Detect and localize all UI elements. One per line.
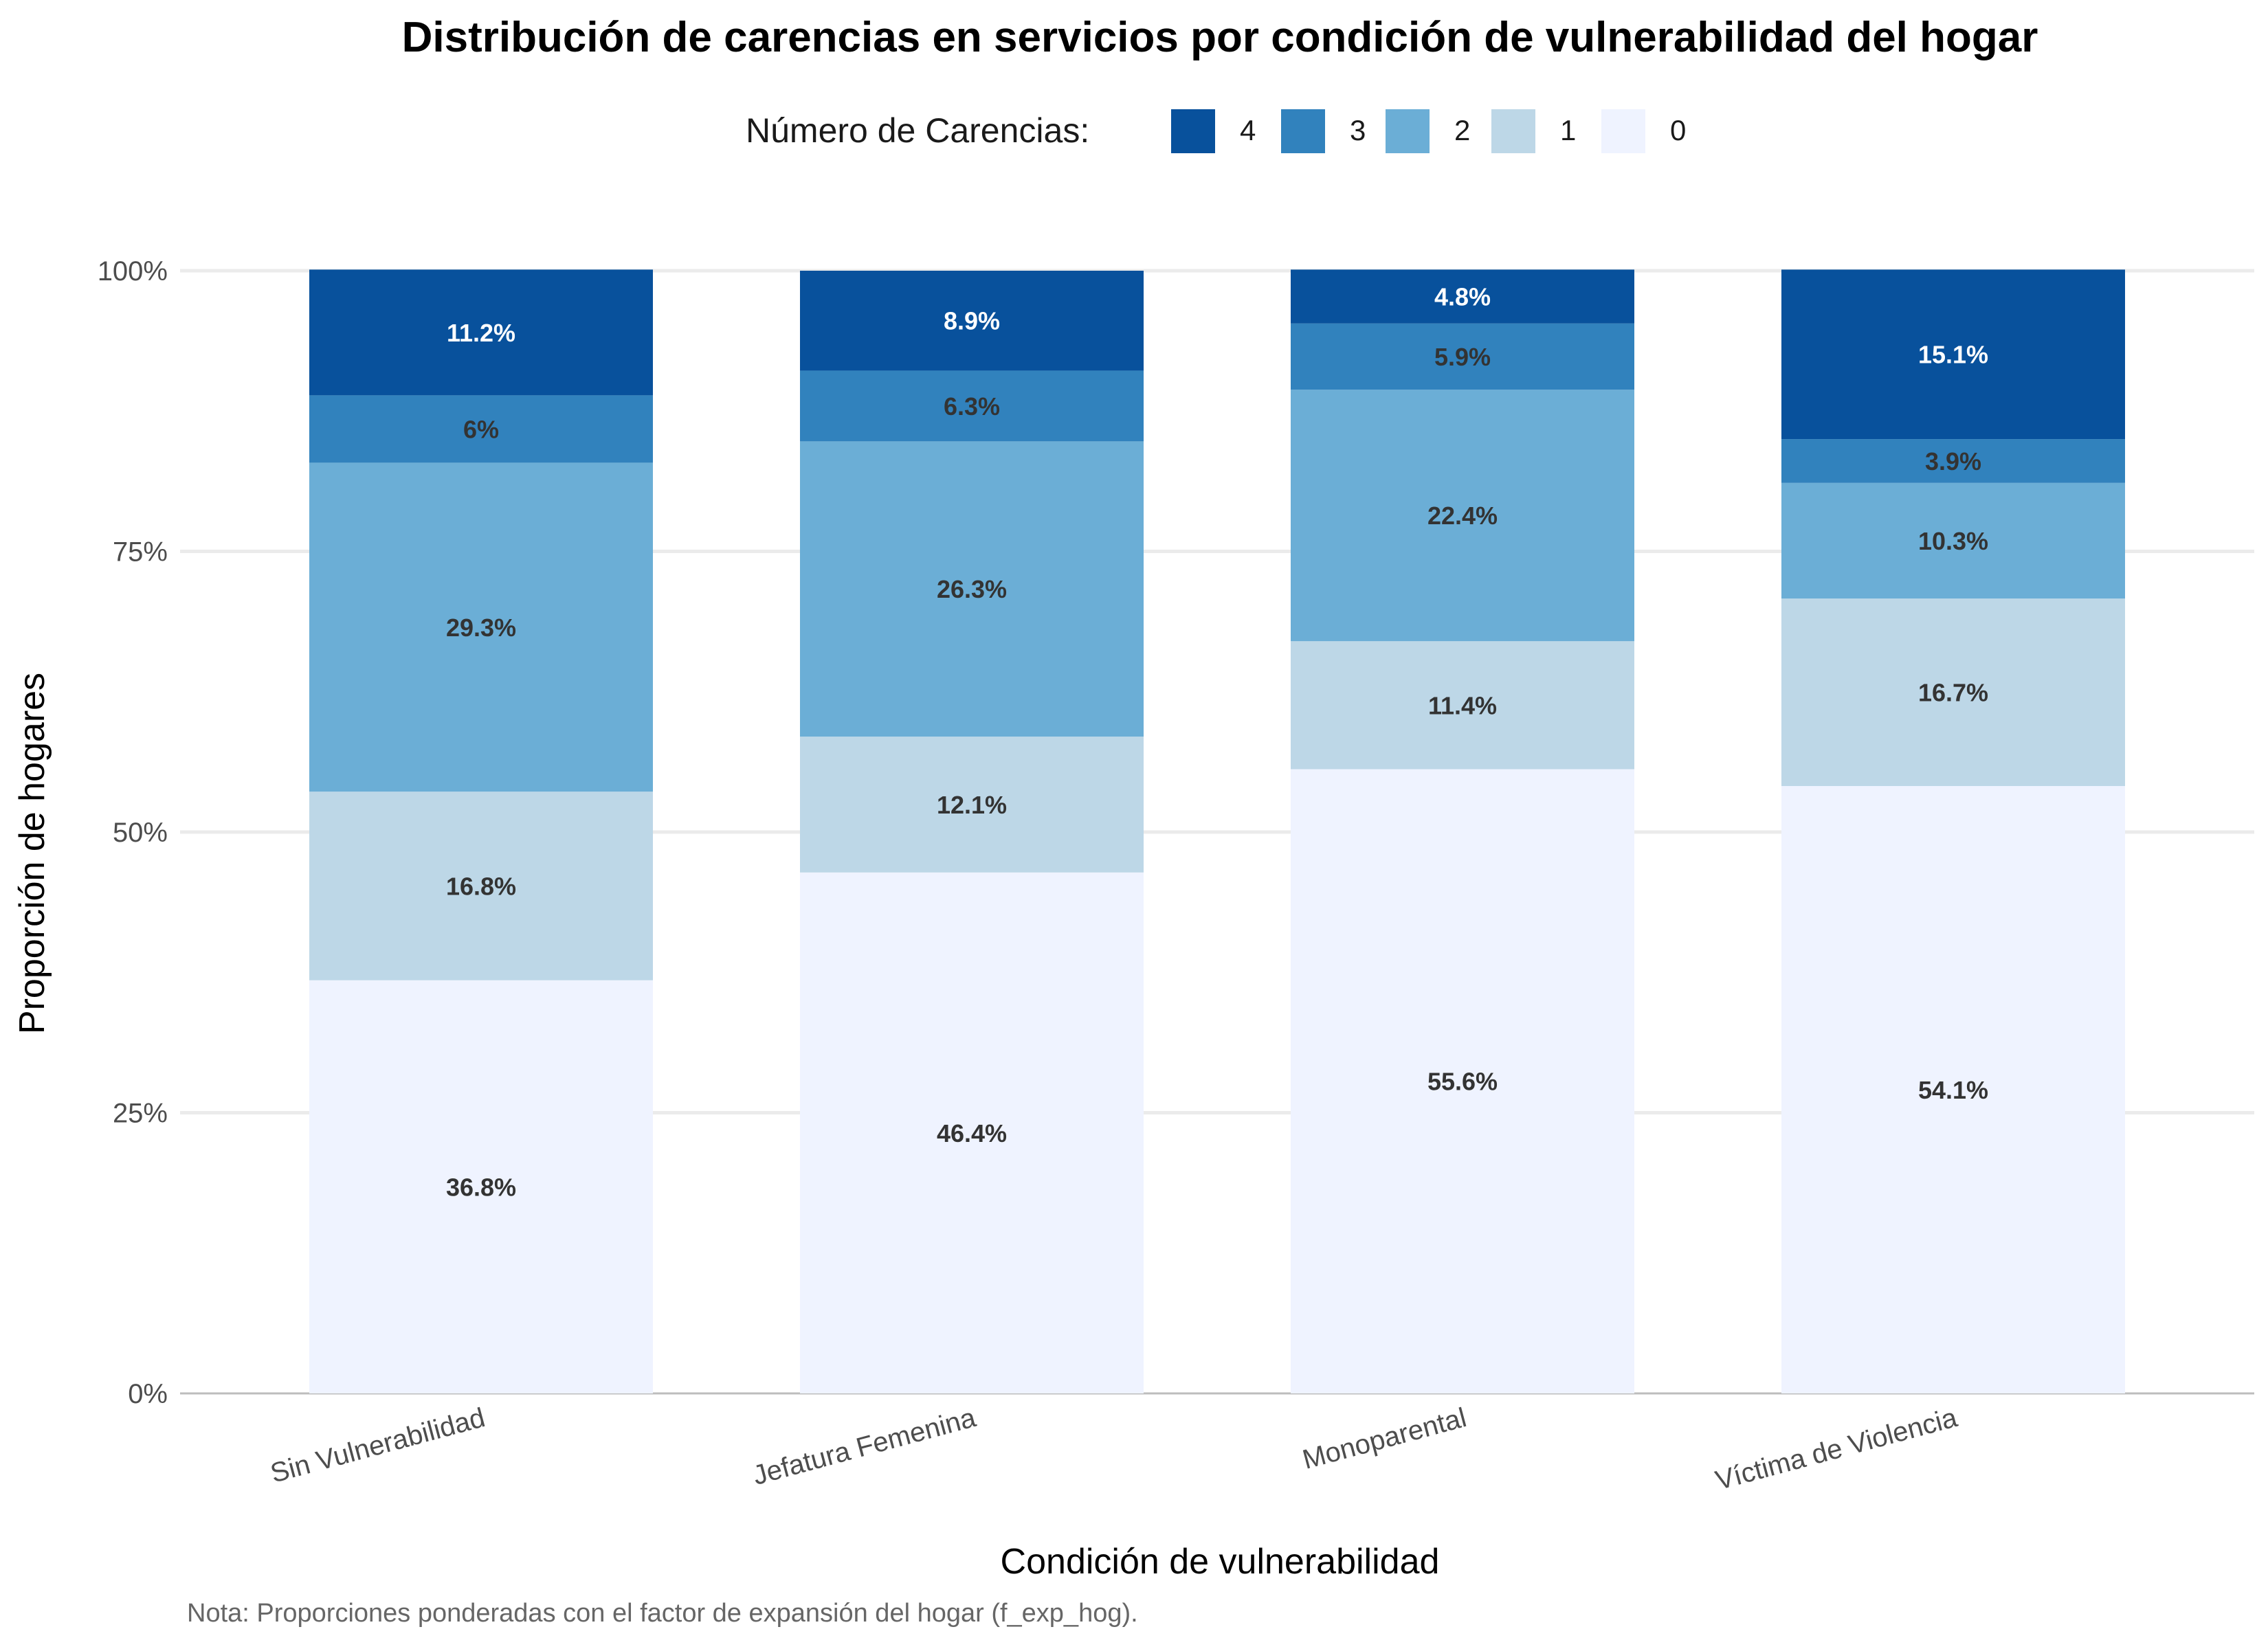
x-axis-title: Condición de vulnerabilidad (1001, 1542, 1440, 1582)
bar-segment (1781, 269, 2125, 440)
data-label: 36.8% (446, 1173, 516, 1201)
legend-label: 2 (1454, 114, 1470, 146)
y-tick-label: 100% (98, 256, 168, 287)
bar-segment (800, 737, 1144, 873)
legend-title: Número de Carencias: (746, 111, 1089, 150)
x-tick-label: Jefatura Femenina (750, 1402, 979, 1491)
bar-segment (309, 462, 653, 792)
bar-segment (1291, 641, 1634, 770)
y-tick-label: 75% (113, 537, 168, 568)
data-label: 29.3% (446, 614, 516, 642)
data-label: 55.6% (1427, 1068, 1498, 1096)
data-label: 15.1% (1918, 341, 1988, 369)
bar-segment (309, 395, 653, 463)
data-label: 46.4% (937, 1119, 1007, 1147)
data-label: 3.9% (1925, 447, 1981, 475)
bar-segment (800, 271, 1144, 371)
legend-swatch (1171, 109, 1215, 153)
legend-label: 4 (1240, 114, 1256, 146)
data-label: 11.2% (447, 319, 515, 347)
data-label: 8.9% (944, 307, 1000, 335)
y-tick-label: 50% (113, 818, 168, 848)
bar-segment (800, 872, 1144, 1393)
x-tick-label: Monoparental (1300, 1402, 1470, 1475)
x-tick-label: Víctima de Violencia (1713, 1402, 1961, 1496)
bars (309, 269, 2125, 1393)
bar-segment (800, 441, 1144, 737)
chart-title: Distribución de carencias en servicios p… (402, 14, 2038, 61)
data-label: 6.3% (944, 392, 1000, 420)
legend-swatch (1601, 109, 1645, 153)
bar-segment (309, 269, 653, 396)
x-tick-label: Sin Vulnerabilidad (267, 1402, 488, 1489)
x-axis-ticks: Sin Vulnerabilidad Jefatura Femenina Monop… (267, 1402, 1961, 1496)
bar-segment (1781, 598, 2125, 787)
data-label: 5.9% (1434, 343, 1491, 371)
legend-label: 1 (1560, 114, 1576, 146)
data-label: 6% (463, 415, 499, 443)
bar-segment (309, 792, 653, 980)
y-tick-label: 0% (128, 1379, 168, 1409)
bar-segment (1291, 269, 1634, 324)
y-axis-title: Proporción de hogares (12, 673, 52, 1034)
legend: Número de Carencias: 4 3 2 1 0 (746, 109, 1686, 153)
bar-segment (1781, 439, 2125, 483)
bar-segment (1781, 482, 2125, 599)
data-labels: 36.8% 16.8% 29.3% 6% 11.2% 46.4% 12.1% 26.3% 6.3… (446, 283, 1988, 1202)
y-tick-label: 25% (113, 1099, 168, 1129)
data-label: 10.3% (1918, 527, 1988, 555)
data-label: 11.4% (1428, 691, 1497, 719)
bar-segment (800, 370, 1144, 442)
legend-swatch (1491, 109, 1535, 153)
legend-swatch (1386, 109, 1430, 153)
data-label: 26.3% (937, 575, 1007, 603)
bar-segment (1291, 390, 1634, 642)
legend-label: 3 (1350, 114, 1366, 146)
y-axis-ticks: 0% 25% 50% 75% 100% (98, 256, 168, 1409)
legend-swatch (1281, 109, 1325, 153)
data-label: 16.7% (1918, 679, 1988, 707)
data-label: 12.1% (937, 791, 1007, 819)
bar-segment (1291, 323, 1634, 390)
bar-segment (1291, 769, 1634, 1393)
data-label: 54.1% (1918, 1076, 1988, 1104)
legend-label: 0 (1670, 114, 1686, 146)
data-label: 22.4% (1427, 502, 1498, 530)
bar-segment (1781, 786, 2125, 1393)
data-label: 16.8% (446, 872, 516, 900)
caption-note: Nota: Proporciones ponderadas con el fac… (187, 1599, 1138, 1628)
data-label: 4.8% (1434, 283, 1491, 311)
bar-segment (309, 980, 653, 1393)
